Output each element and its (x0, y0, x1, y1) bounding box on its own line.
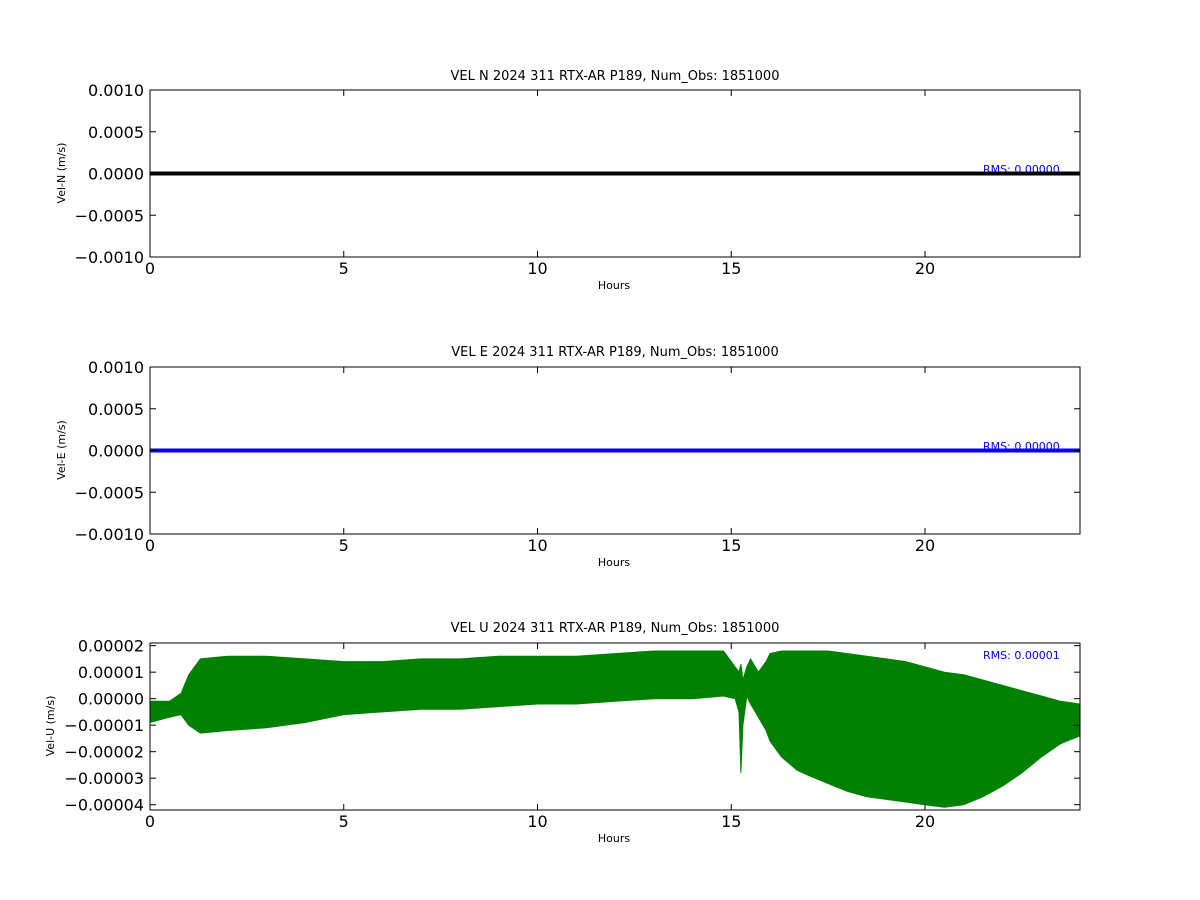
x-axis-label: Hours (598, 556, 630, 569)
y-tick-label: −0.00001 (64, 716, 144, 735)
x-tick-label: 5 (339, 536, 349, 555)
y-tick-label: −0.0010 (75, 525, 144, 544)
y-tick-label: −0.00003 (64, 769, 144, 788)
x-axis-label: Hours (598, 279, 630, 292)
y-tick-label: −0.0005 (75, 483, 144, 502)
chart-title: VEL N 2024 311 RTX-AR P189, Num_Obs: 185… (451, 69, 780, 84)
x-tick-label: 0 (145, 536, 155, 555)
x-tick-label: 10 (527, 259, 547, 278)
x-tick-label: 5 (339, 812, 349, 831)
x-tick-label: 20 (915, 259, 935, 278)
panel-vel-e: VEL E 2024 311 RTX-AR P189, Num_Obs: 185… (55, 345, 1081, 569)
y-tick-label: 0.0000 (88, 165, 144, 184)
y-axis-label: Vel-E (m/s) (55, 420, 68, 480)
axis-ticks: 0 5 10 15 20 0.00002 0.00001 0.00000 −0.00001 −0.… (64, 637, 1080, 831)
x-tick-label: 20 (915, 812, 935, 831)
x-tick-label: 15 (721, 536, 741, 555)
x-tick-label: 0 (145, 259, 155, 278)
axis-ticks: 0 5 10 15 20 0.0010 0.0005 0.0000 −0.0005 −0.0010 (75, 358, 1080, 555)
y-tick-label: −0.00002 (64, 743, 144, 762)
data-band-0 (149, 650, 1081, 808)
y-tick-label: −0.00004 (64, 796, 144, 815)
x-axis-label: Hours (598, 832, 630, 845)
x-tick-label: 15 (721, 812, 741, 831)
y-tick-label: 0.0005 (88, 123, 144, 142)
y-tick-label: 0.0010 (88, 81, 144, 100)
y-axis-label: Vel-N (m/s) (55, 143, 68, 204)
y-tick-label: 0.00000 (78, 690, 144, 709)
x-tick-label: 10 (527, 812, 547, 831)
x-tick-label: 20 (915, 536, 935, 555)
y-tick-label: 0.0005 (88, 400, 144, 419)
chart-title: VEL E 2024 311 RTX-AR P189, Num_Obs: 185… (451, 345, 778, 360)
x-tick-label: 0 (145, 812, 155, 831)
rms-annotation: RMS: 0.00001 (983, 649, 1060, 662)
axis-ticks: 0 5 10 15 20 0.0010 0.0005 0.0000 −0.0005 −0.0010 (75, 81, 1080, 278)
x-tick-label: 10 (527, 536, 547, 555)
y-tick-label: 0.0000 (88, 442, 144, 461)
y-tick-label: −0.0010 (75, 248, 144, 267)
panel-vel-u: VEL U 2024 311 RTX-AR P189, Num_Obs: 185… (44, 621, 1081, 845)
plot-marks (149, 650, 1081, 808)
chart-title: VEL U 2024 311 RTX-AR P189, Num_Obs: 185… (451, 621, 780, 636)
panel-vel-n: VEL N 2024 311 RTX-AR P189, Num_Obs: 185… (55, 69, 1081, 292)
y-tick-label: 0.00002 (78, 637, 144, 656)
y-axis-label: Vel-U (m/s) (44, 696, 57, 757)
y-tick-label: −0.0005 (75, 206, 144, 225)
y-tick-label: 0.00001 (78, 663, 144, 682)
y-tick-label: 0.0010 (88, 358, 144, 377)
x-tick-label: 15 (721, 259, 741, 278)
plot-frame (149, 642, 1081, 811)
x-tick-label: 5 (339, 259, 349, 278)
